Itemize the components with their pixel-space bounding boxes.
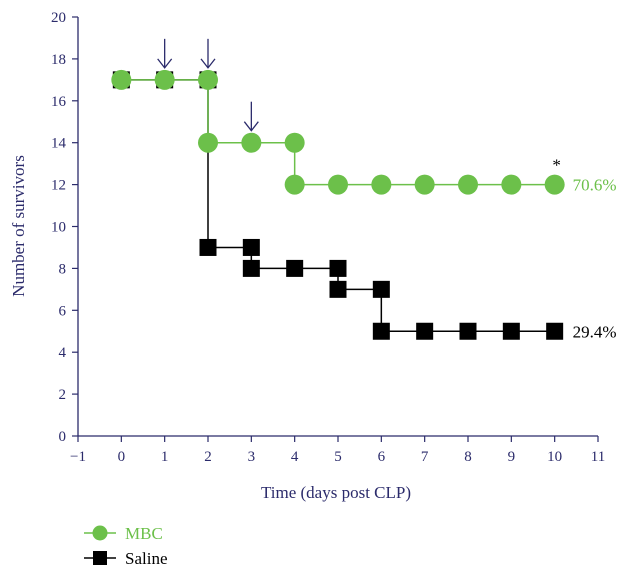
legend-item-mbc: MBC [84, 524, 163, 543]
y-tick-label: 10 [51, 220, 66, 236]
end-label-mbc: 70.6% [573, 176, 617, 195]
data-point-mbc [284, 174, 305, 195]
y-tick-label: 12 [51, 178, 66, 194]
y-tick-label: 18 [51, 52, 66, 68]
y-tick-label: 0 [59, 429, 67, 445]
legend-label-saline: Saline [125, 549, 168, 568]
data-point-saline [242, 259, 260, 277]
series-layer: 29.4% 70.6% [111, 69, 617, 341]
data-point-mbc [414, 174, 435, 195]
data-point-saline [242, 238, 260, 256]
treatment-arrow [243, 101, 259, 132]
data-point-mbc [328, 174, 348, 195]
legend-marker-saline [93, 551, 107, 565]
x-tick-label: 5 [334, 449, 342, 465]
series-line-mbc [121, 79, 555, 186]
data-point-saline [546, 322, 564, 340]
x-tick-label: 7 [421, 449, 429, 465]
data-point-saline [329, 259, 347, 277]
data-point-mbc [198, 69, 218, 90]
y-tick-label: 8 [59, 261, 67, 277]
data-point-mbc [241, 132, 262, 153]
data-point-saline [329, 280, 347, 298]
x-tick-label: 9 [508, 449, 516, 465]
data-point-saline [372, 280, 390, 298]
x-axis-label: Time (days post CLP) [261, 483, 411, 502]
data-point-saline [372, 322, 390, 340]
data-point-mbc [284, 132, 305, 153]
y-tick-label: 6 [59, 303, 67, 319]
x-tick-label: 8 [464, 449, 472, 465]
legend-marker-mbc [92, 525, 108, 541]
x-tick-label: 1 [161, 449, 169, 465]
data-point-mbc [111, 69, 132, 90]
y-tick-label: 4 [59, 345, 67, 361]
x-tick-label: −1 [70, 449, 86, 465]
data-point-mbc [458, 174, 478, 195]
y-tick-label: 2 [59, 387, 67, 403]
x-tick-label: 4 [291, 449, 299, 465]
x-tick-label: 6 [378, 449, 386, 465]
legend-item-saline: Saline [84, 549, 168, 568]
treatment-arrow [200, 38, 216, 69]
data-point-mbc [371, 174, 392, 195]
data-point-mbc [501, 174, 522, 195]
legend-label-mbc: MBC [125, 524, 163, 543]
x-tick-label: 3 [248, 449, 256, 465]
treatment-arrow [157, 38, 173, 69]
data-point-saline [459, 322, 477, 340]
legend: MBC Saline [84, 524, 168, 568]
significance-marker: * [552, 156, 561, 175]
data-point-saline [416, 322, 434, 340]
annotations: * [157, 38, 561, 175]
data-point-saline [502, 322, 520, 340]
data-point-mbc [198, 132, 218, 153]
x-tick-label: 10 [547, 449, 562, 465]
data-point-mbc [544, 174, 565, 195]
x-tick-label: 2 [204, 449, 212, 465]
y-tick-label: 14 [51, 136, 67, 152]
series-mbc: 70.6% [111, 69, 617, 195]
x-tick-label: 11 [591, 449, 605, 465]
series-saline: 29.4% [112, 71, 617, 341]
data-point-mbc [154, 69, 175, 90]
y-tick-label: 16 [51, 94, 67, 110]
data-point-saline [199, 238, 217, 256]
y-axis-label: Number of survivors [9, 155, 28, 297]
end-label-saline: 29.4% [573, 322, 617, 341]
y-tick-label: 20 [51, 10, 66, 26]
x-tick-label: 0 [118, 449, 126, 465]
data-point-saline [286, 259, 304, 277]
